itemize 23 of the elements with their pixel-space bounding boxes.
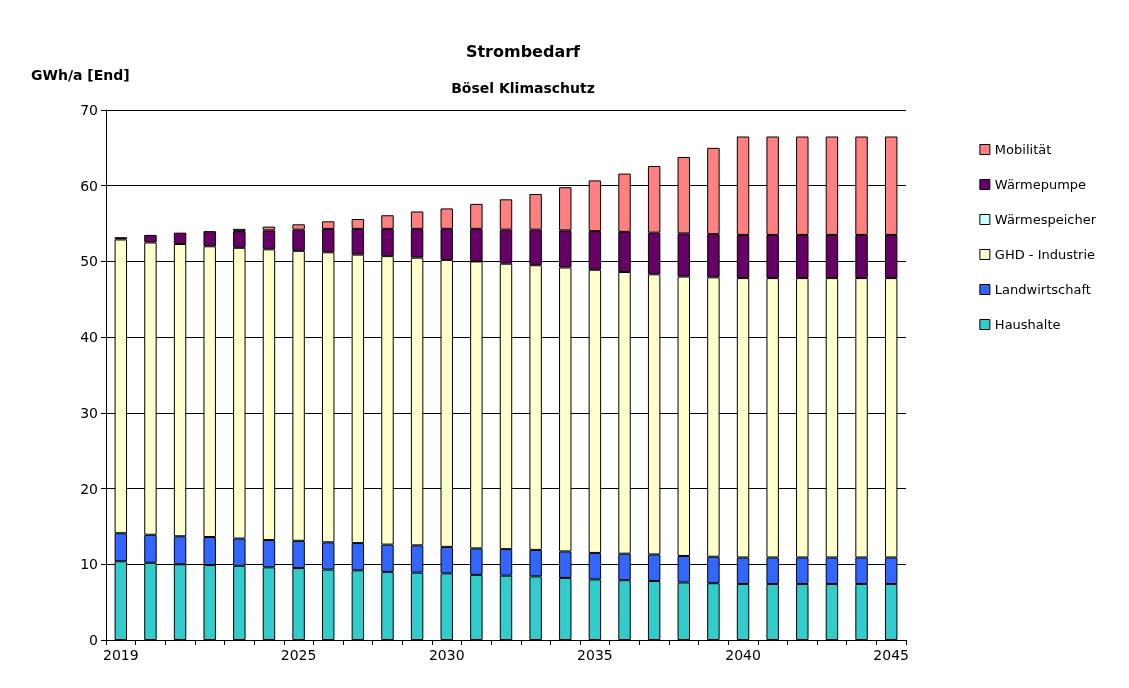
y-tick-label: 50: [80, 253, 98, 270]
legend-label: Wärmespeicher: [994, 212, 1097, 227]
x-tick-label: 2040: [725, 647, 761, 663]
x-tick-label: 2030: [428, 647, 465, 663]
x-tick-label: 2045: [873, 647, 910, 663]
legend-label: Wärmepumpe: [994, 177, 1087, 192]
y-tick-label: 20: [80, 480, 98, 497]
y-tick-label: 40: [80, 329, 98, 346]
x-tick-label: 2025: [280, 647, 317, 663]
x-tick-label: 2019: [102, 647, 139, 663]
y-axis-title: GWh/a [End]: [31, 67, 130, 83]
chart-title: Strombedarf: [465, 41, 582, 61]
y-tick-label: 30: [80, 404, 98, 421]
y-tick-label: 60: [80, 177, 98, 194]
legend-label: Mobilität: [994, 142, 1052, 157]
y-tick-label: 10: [80, 556, 98, 573]
y-tick-label: 70: [80, 102, 98, 118]
chart-subtitle: Bösel Klimaschutz: [451, 80, 595, 96]
legend-label: Haushalte: [994, 317, 1061, 332]
legend-label: Landwirtschaft: [994, 282, 1091, 297]
legend-label: GHD - Industrie: [994, 247, 1096, 262]
y-tick-label: 0: [89, 632, 98, 648]
x-tick-label: 2035: [577, 647, 613, 663]
